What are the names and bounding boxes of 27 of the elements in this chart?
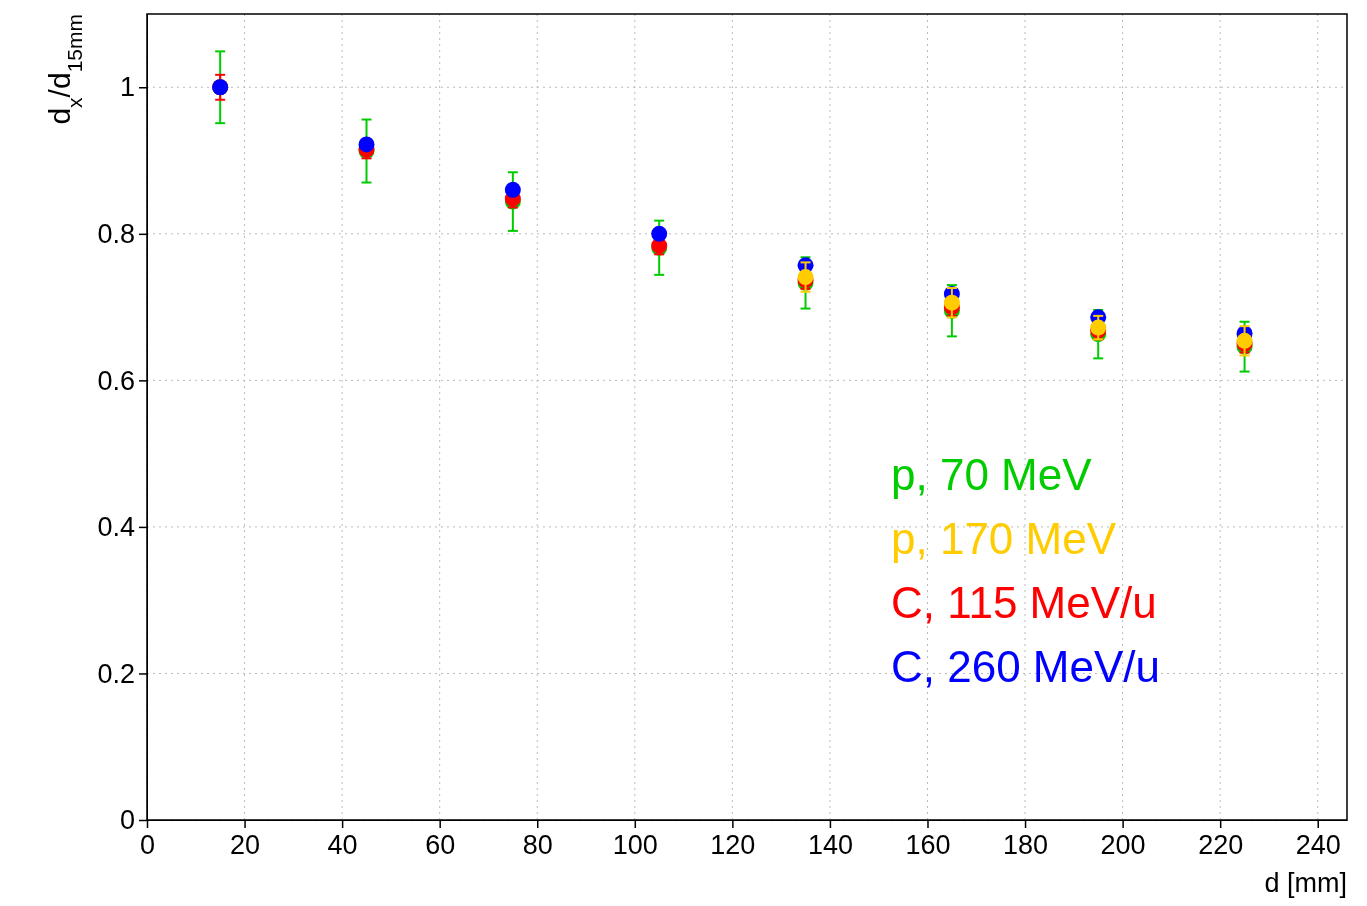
y-tick-label: 1 <box>119 72 135 103</box>
x-tick-label: 0 <box>139 829 156 860</box>
y-tick-label: 0.8 <box>97 218 135 249</box>
text: C, 115 MeV/u <box>891 578 1157 627</box>
x-tick-label: 80 <box>522 829 553 860</box>
x-tick-label: 200 <box>1100 829 1146 860</box>
point <box>504 181 521 198</box>
y-tick-label: 0.4 <box>97 512 135 543</box>
y-tick-label: 0 <box>119 805 135 836</box>
y-tick-label: 0.2 <box>97 658 135 689</box>
text: C, 260 MeV/u <box>891 642 1161 691</box>
y-tick-label: 0.6 <box>97 365 135 396</box>
x-tick-label: 60 <box>425 829 456 860</box>
x-tick-label: 20 <box>230 829 261 860</box>
x-tick-label: 240 <box>1295 829 1341 860</box>
x-tick-label: 160 <box>905 829 951 860</box>
text: p, 70 MeV <box>891 450 1093 499</box>
x-tick-label: 140 <box>807 829 853 860</box>
x-axis-title: d [mm] <box>1264 868 1347 898</box>
point <box>651 225 668 242</box>
point <box>943 294 960 311</box>
text: p, 170 MeV <box>891 514 1117 563</box>
x-tick-label: 180 <box>1003 829 1049 860</box>
x-tick-label: 120 <box>710 829 756 860</box>
x-tick-label: 40 <box>327 829 358 860</box>
x-tick-label: 220 <box>1198 829 1244 860</box>
x-tick-label: 100 <box>612 829 658 860</box>
